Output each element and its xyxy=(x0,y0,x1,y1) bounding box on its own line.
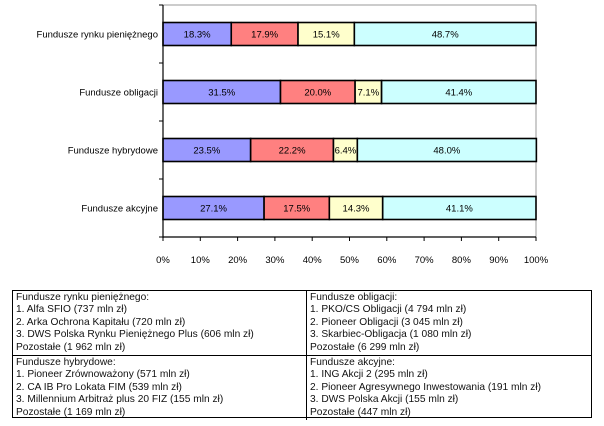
legend-cell-hybrid: Fundusze hybrydowe: 1. Pioneer Zrównoważ… xyxy=(13,355,306,420)
category-label: Fundusze obligacji xyxy=(79,88,158,99)
legend-cell-title: Fundusze obligacji: xyxy=(310,292,398,303)
data-label: 14.3% xyxy=(343,204,370,215)
data-label: 27.1% xyxy=(200,204,227,215)
legend-item: 3. Skarbiec-Obligacja (1 080 mln zł) xyxy=(310,329,472,341)
data-label: 6.4% xyxy=(335,146,357,157)
fund-legend-table: Fundusze rynku pieniężnego: 1. Alfa SFIO… xyxy=(12,290,592,421)
bar-segment xyxy=(380,79,537,105)
legend-item: 3. DWS Polska Akcji (155 mln zł) xyxy=(310,394,459,406)
legend-item: 2. Arka Ochrona Kapitału (720 mln zł) xyxy=(16,316,186,328)
bar-segment xyxy=(353,21,537,47)
x-tick-label: 50% xyxy=(340,255,360,266)
legend-cell-money-market: Fundusze rynku pieniężnego: 1. Alfa SFIO… xyxy=(13,291,306,355)
data-label: 31.5% xyxy=(208,88,235,99)
x-tick-label: 0% xyxy=(156,255,170,266)
data-label: 23.5% xyxy=(193,146,220,157)
legend-item: 1. PKO/CS Obligacji (4 794 mln zł) xyxy=(310,304,467,316)
x-tick-label: 80% xyxy=(452,255,472,266)
bar-segment xyxy=(356,137,538,163)
legend-item: 2. CA IB Pro Lokata FIM (539 mln zł) xyxy=(16,381,182,393)
data-label: 17.5% xyxy=(283,204,310,215)
category-label: Fundusze akcyjne xyxy=(81,204,158,215)
legend-cell-title: Fundusze akcyjne: xyxy=(310,357,395,369)
x-tick-label: 40% xyxy=(303,255,323,266)
legend-item: 2. Pioneer Agresywnego Inwestowania (191… xyxy=(310,381,542,393)
legend-cell-bonds: Fundusze obligacji: 1. PKO/CS Obligacji … xyxy=(306,291,591,356)
x-tick-label: 30% xyxy=(265,255,285,266)
x-tick-label: 90% xyxy=(489,255,509,266)
legend-item: 1. Alfa SFIO (737 mln zł) xyxy=(16,304,127,316)
data-label: 48.7% xyxy=(432,30,459,41)
x-tick-label: 60% xyxy=(377,255,397,266)
legend-item: 3. Millennium Arbitraż plus 20 FIZ (155 … xyxy=(16,394,224,406)
bar-segment xyxy=(381,195,537,221)
legend-cell-title: Fundusze hybrydowe: xyxy=(16,357,116,369)
stacked-bar-chart: 18.3% 17.9% 15.1% 48.7% Fundusze rynku pieni… xyxy=(37,4,549,266)
x-tick-label: 70% xyxy=(415,255,435,266)
x-tick-label: 20% xyxy=(228,255,248,266)
data-label: 41.1% xyxy=(446,204,473,215)
data-label: 22.2% xyxy=(279,146,306,157)
data-label: 48.0% xyxy=(433,146,460,157)
data-label: 20.0% xyxy=(304,88,331,99)
x-tick-label: 10% xyxy=(191,255,211,266)
legend-other: Pozostałe (1 169 mln zł) xyxy=(16,406,126,418)
x-tick-label: 100% xyxy=(524,255,549,266)
legend-item: 1. ING Akcji 2 (295 mln zł) xyxy=(310,369,428,381)
data-label: 15.1% xyxy=(313,30,340,41)
legend-cell-equity: Fundusze akcyjne: 1. ING Akcji 2 (295 ml… xyxy=(306,355,591,421)
category-label: Fundusze hybrydowe xyxy=(68,146,158,157)
category-label: Fundusze rynku pieniężnego xyxy=(37,30,158,41)
legend-item: 1. Pioneer Zrównoważony (571 mln zł) xyxy=(16,369,190,381)
data-label: 18.3% xyxy=(184,30,211,41)
data-label: 17.9% xyxy=(251,30,278,41)
data-label: 7.1% xyxy=(358,88,380,99)
legend-item: 3. DWS Polska Rynku Pieniężnego Plus (60… xyxy=(16,329,254,341)
data-label: 41.4% xyxy=(445,88,472,99)
legend-other: Pozostałe (447 mln zł) xyxy=(310,406,411,418)
legend-cell-title: Fundusze rynku pieniężnego: xyxy=(16,292,150,303)
legend-other: Pozostałe (1 962 mln zł) xyxy=(16,341,126,353)
legend-item: 2. Pioneer Obligacji (3 045 mln zł) xyxy=(310,316,463,328)
legend-other: Pozostałe (6 299 mln zł) xyxy=(310,341,420,353)
